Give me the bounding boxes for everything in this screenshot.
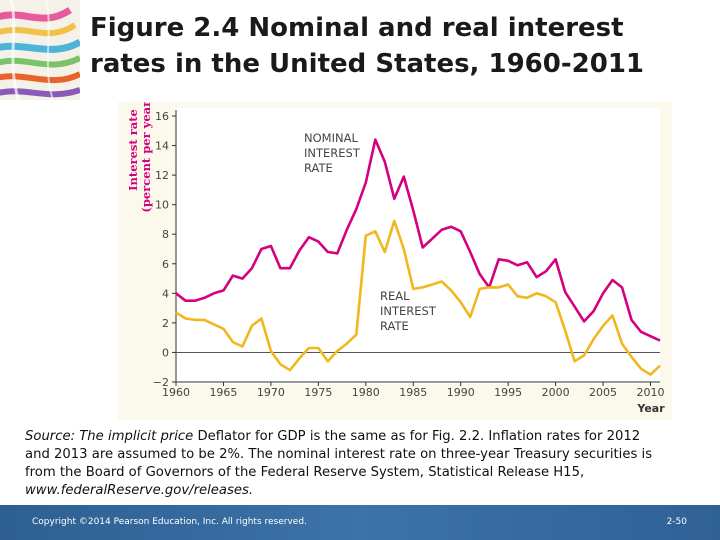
- x-tick-label: 2005: [589, 386, 617, 399]
- x-tick-label: 1980: [352, 386, 380, 399]
- y-tick-label: 8: [162, 228, 169, 241]
- y-tick-label: 4: [162, 287, 169, 300]
- source-text-line-1: Deflator for GDP is the same as for Fig.…: [197, 429, 641, 444]
- x-tick-label: 2010: [637, 386, 665, 399]
- y-tick-label: 2: [162, 317, 169, 330]
- x-tick-label: 1995: [494, 386, 522, 399]
- x-tick-label: 1990: [447, 386, 475, 399]
- series-label-2-line-2: INTEREST: [380, 304, 437, 318]
- plot-area: [176, 108, 660, 384]
- y-tick-label: 12: [155, 169, 169, 182]
- x-tick-label: 2000: [542, 386, 570, 399]
- y-tick-label: 14: [155, 140, 169, 153]
- source-note: Source: The implicit price Deflator for …: [25, 428, 715, 500]
- source-label: Source:: [25, 429, 76, 444]
- series-label-2-line-1: REAL: [380, 289, 410, 303]
- x-tick-label: 1985: [399, 386, 427, 399]
- series-label-1-line-2: INTEREST: [304, 146, 361, 160]
- series-line-1: [175, 138, 661, 342]
- y-tick-label: 6: [162, 258, 169, 271]
- series-line-2: [175, 219, 661, 376]
- footer-bar: Copyright ©2014 Pearson Education, Inc. …: [0, 505, 720, 540]
- page-number: 2-50: [666, 517, 687, 527]
- source-italic-text: The implicit price: [79, 429, 194, 444]
- source-url-link[interactable]: www.federalReserve.gov/releases.: [25, 483, 254, 498]
- series-label-1-line-1: NOMINAL: [304, 131, 358, 145]
- series-label-2-line-3: RATE: [380, 319, 409, 333]
- slide-title-line-1: Figure 2.4 Nominal and real interest: [90, 13, 624, 43]
- y-tick-label: 16: [155, 110, 169, 123]
- x-tick-label: 1965: [209, 386, 237, 399]
- interest-rate-chart: 16 14 12 10 8 6 4 2 0 −2 1960 1965 1970 1975 1980 1985 1…: [118, 95, 672, 420]
- series-label-1-line-3: RATE: [304, 161, 333, 175]
- x-tick-label: 1975: [304, 386, 332, 399]
- x-tick-label: 1960: [162, 386, 190, 399]
- source-text-line-3: from the Board of Governors of the Feder…: [25, 465, 585, 480]
- x-axis-label: Year: [636, 402, 665, 415]
- slide-title: Figure 2.4 Nominal and real interest rat…: [90, 10, 710, 82]
- copyright-text: Copyright ©2014 Pearson Education, Inc. …: [32, 517, 307, 527]
- decorative-corner-graphic: [0, 0, 80, 100]
- y-tick-label: −2: [153, 376, 169, 389]
- slide-title-line-2: rates in the United States, 1960-2011: [90, 49, 644, 79]
- y-tick-label: 0: [162, 346, 169, 359]
- y-tick-label: 10: [155, 199, 169, 212]
- y-axis-label-line-1: Interest rate: [126, 109, 140, 191]
- y-axis-label-line-2: (percent per year): [139, 102, 153, 213]
- source-text-line-2: and 2013 are assumed to be 2%. The nomin…: [25, 447, 653, 462]
- x-tick-label: 1970: [257, 386, 285, 399]
